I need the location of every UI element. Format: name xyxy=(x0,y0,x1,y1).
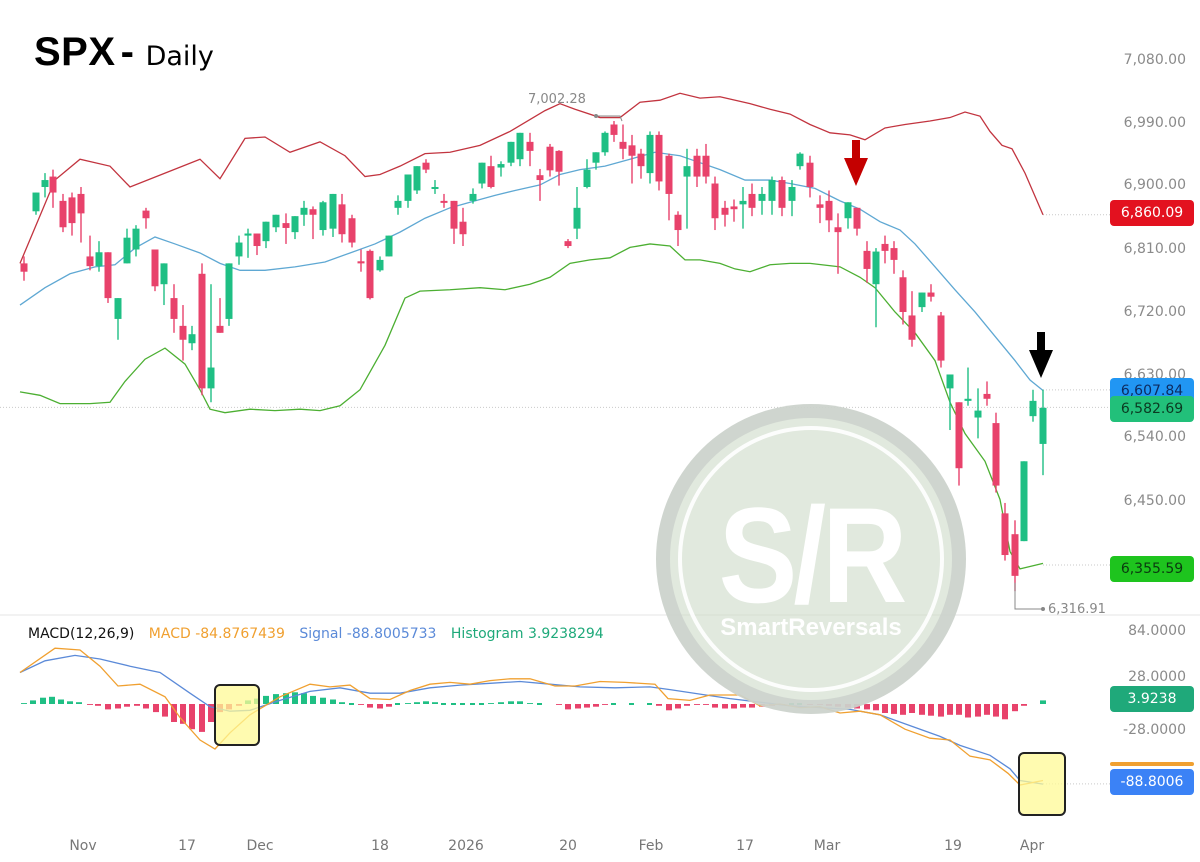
chart-title: SPX - Daily xyxy=(34,30,214,75)
macd-crossover-highlight-latest xyxy=(1018,752,1066,816)
price-axis-label: 6,720.00 xyxy=(1123,304,1186,320)
macd-axis-label: 28.0000 xyxy=(1128,669,1186,685)
macd-tag-edge xyxy=(1110,762,1194,766)
smartreversals-watermark: S/R SmartReversals xyxy=(656,404,966,714)
lower-band-tag: 6,355.59 xyxy=(1110,556,1194,582)
macd-value: MACD -84.8767439 xyxy=(148,626,285,642)
price-gridlines xyxy=(0,214,1200,785)
macd-indicator-name: MACD(12,26,9) xyxy=(28,626,135,642)
symbol-label: SPX xyxy=(34,30,116,74)
upper-band-tag: 6,860.09 xyxy=(1110,200,1194,226)
macd-axis-label: -28.0000 xyxy=(1123,722,1186,738)
bollinger-bands xyxy=(19,92,1044,570)
watermark-name: SmartReversals xyxy=(720,614,902,641)
macd-crossover-highlight xyxy=(214,684,260,746)
macd-panel-plot xyxy=(19,647,1046,786)
price-axis-label: 6,810.00 xyxy=(1123,241,1186,257)
price-axis-label: 6,540.00 xyxy=(1123,429,1186,445)
time-axis-label: 20 xyxy=(559,838,577,854)
signal-value: Signal -88.8005733 xyxy=(299,626,437,642)
price-axis-label: 6,990.00 xyxy=(1123,115,1186,131)
time-axis-label: 18 xyxy=(371,838,389,854)
price-axis-label: 6,450.00 xyxy=(1123,493,1186,509)
candlesticks xyxy=(20,121,1047,592)
annotations xyxy=(594,113,1053,611)
time-axis-label: 19 xyxy=(944,838,962,854)
macd-legend: MACD(12,26,9) MACD -84.8767439 Signal -8… xyxy=(28,626,614,642)
signal-tag: -88.8006 xyxy=(1110,769,1194,795)
time-axis-label: 17 xyxy=(736,838,754,854)
price-axis-label: 7,080.00 xyxy=(1123,52,1186,68)
time-axis-label: Dec xyxy=(246,838,274,854)
histogram-value: Histogram 3.9238294 xyxy=(450,626,604,642)
time-axis-label: Mar xyxy=(813,838,841,854)
time-axis-label: 17 xyxy=(178,838,196,854)
time-axis-label: 2026 xyxy=(448,838,484,854)
time-axis-label: Feb xyxy=(638,838,664,854)
watermark-logo: S/R xyxy=(718,480,908,632)
timeframe-label: Daily xyxy=(145,41,214,72)
time-axis-label: Nov xyxy=(69,838,97,854)
time-axis-label: Apr xyxy=(1019,838,1045,854)
price-axis-label: 6,900.00 xyxy=(1123,177,1186,193)
watermark-ring xyxy=(678,426,944,692)
last-price-tag: 6,582.69 xyxy=(1110,396,1194,422)
macd-axis-label: 84.0000 xyxy=(1128,623,1186,639)
high-marker-label: 7,002.28 xyxy=(528,92,586,107)
low-marker-label: 6,316.91 xyxy=(1048,602,1106,617)
histogram-tag: 3.9238 xyxy=(1110,686,1194,712)
title-separator: - xyxy=(120,30,135,74)
